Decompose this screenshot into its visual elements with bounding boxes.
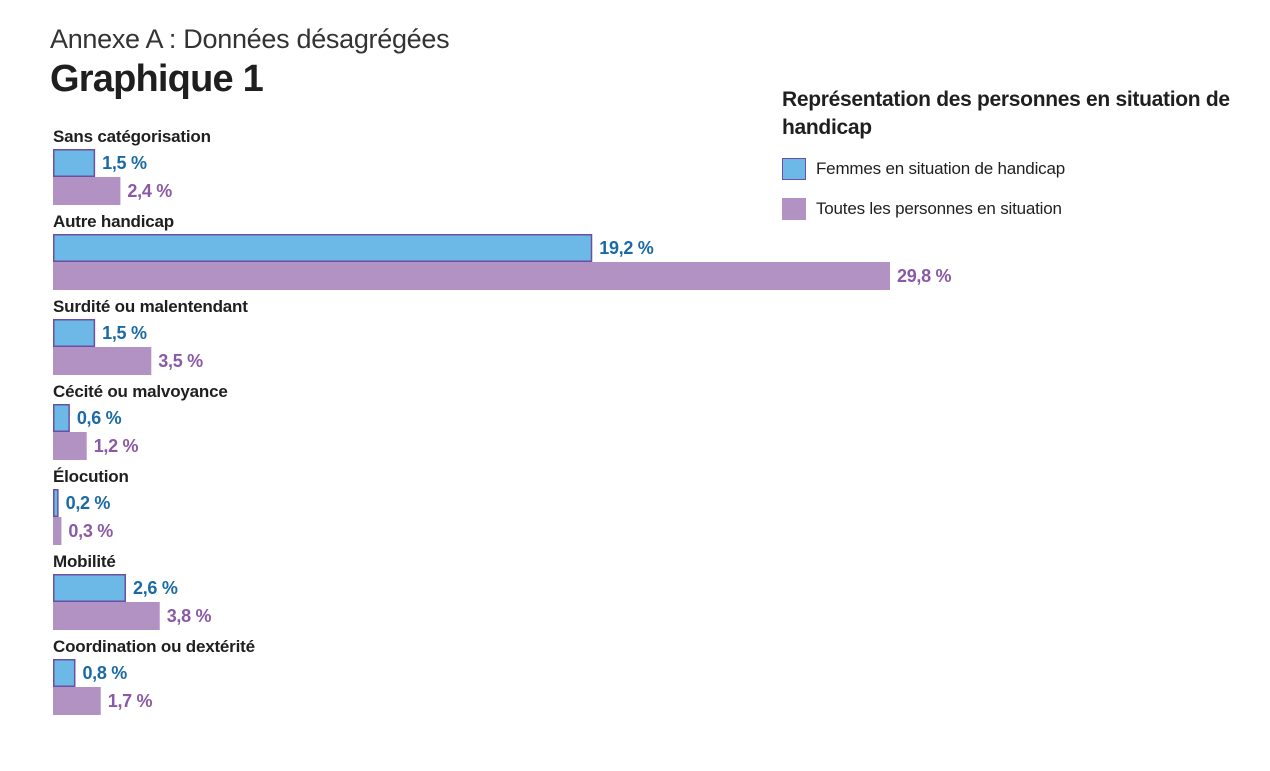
bar-women-mobilite [53,574,127,602]
value-label-women-autre-handicap: 19,2 % [599,238,654,258]
value-label-all-sans-categorisation: 2,4 % [127,181,172,201]
legend-swatch-women [782,158,806,180]
page-subtitle: Annexe A : Données désagrégées [50,24,450,54]
bar-women-coordination-ou-dexterite [53,659,76,687]
chart-title: Représentation des personnes en situatio… [782,88,1230,139]
bar-all-coordination-ou-dexterite [53,687,101,715]
value-label-all-mobilite: 3,8 % [167,606,212,626]
bar-women-surdite-ou-malentendant [53,319,96,347]
legend-item-all: Toutes les personnes en situation [782,196,1242,222]
category-label-mobilite: Mobilité [53,552,116,571]
bar-all-surdite-ou-malentendant [53,347,152,375]
legend-label-all: Toutes les personnes en situation [816,199,1062,218]
category-label-cecite-ou-malvoyance: Cécité ou malvoyance [53,382,228,401]
value-label-all-elocution: 0,3 % [68,521,113,541]
category-label-autre-handicap: Autre handicap [53,212,174,231]
value-label-women-mobilite: 2,6 % [133,578,178,598]
bar-all-sans-categorisation [53,177,121,205]
value-label-women-sans-categorisation: 1,5 % [102,153,147,173]
chart-legend: Représentation des personnes en situatio… [782,86,1242,222]
value-label-all-cecite-ou-malvoyance: 1,2 % [94,436,139,456]
bar-women-elocution [53,489,59,517]
legend-swatch-all [782,198,806,220]
value-label-women-elocution: 0,2 % [66,493,111,513]
value-label-women-cecite-ou-malvoyance: 0,6 % [77,408,122,428]
page-title: Graphique 1 [50,58,264,100]
value-label-women-surdite-ou-malentendant: 1,5 % [102,323,147,343]
bar-women-sans-categorisation [53,149,96,177]
bar-all-mobilite [53,602,160,630]
category-label-surdite-ou-malentendant: Surdité ou malentendant [53,297,248,316]
legend-item-women: Femmes en situation de handicap [782,156,1242,182]
bar-women-autre-handicap [53,234,593,262]
legend-label-women: Femmes en situation de handicap [816,159,1065,178]
bar-all-autre-handicap [53,262,890,290]
value-label-women-coordination-ou-dexterite: 0,8 % [82,663,127,683]
bar-women-cecite-ou-malvoyance [53,404,70,432]
value-label-all-coordination-ou-dexterite: 1,7 % [108,691,153,711]
value-label-all-autre-handicap: 29,8 % [897,266,952,286]
category-label-coordination-ou-dexterite: Coordination ou dextérité [53,637,255,656]
bar-all-elocution [53,517,62,545]
category-label-sans-categorisation: Sans catégorisation [53,127,211,146]
bar-all-cecite-ou-malvoyance [53,432,87,460]
value-label-all-surdite-ou-malentendant: 3,5 % [158,351,203,371]
category-label-elocution: Élocution [53,467,129,486]
